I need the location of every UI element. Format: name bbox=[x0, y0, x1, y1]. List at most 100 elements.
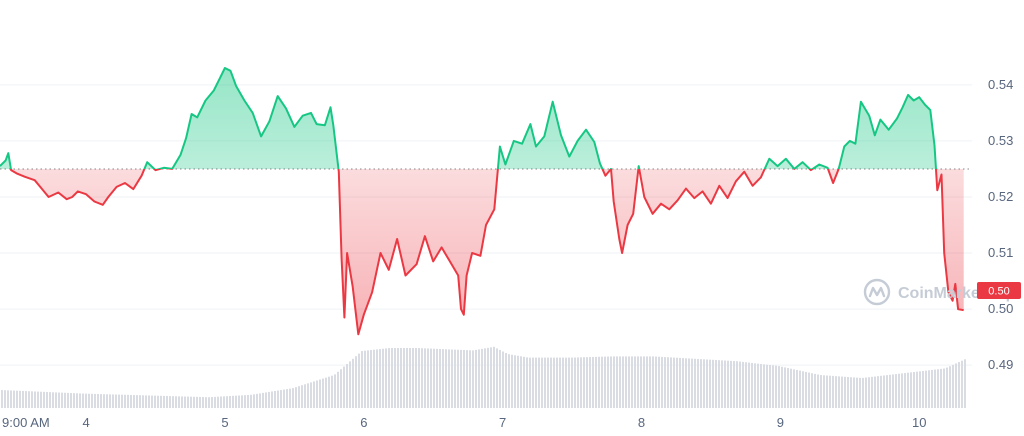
volume-bar bbox=[238, 395, 240, 408]
volume-bar bbox=[43, 391, 45, 408]
volume-bar bbox=[301, 385, 303, 408]
volume-bar bbox=[838, 376, 840, 408]
volume-bar bbox=[433, 348, 435, 408]
volume-bar bbox=[493, 346, 495, 408]
volume-bar bbox=[940, 368, 942, 408]
volume-bar bbox=[796, 369, 798, 408]
volume-bar bbox=[637, 356, 639, 408]
volume-bar bbox=[466, 350, 468, 408]
volume-bar bbox=[673, 357, 675, 408]
volume-bar bbox=[37, 391, 39, 408]
volume-bar bbox=[865, 377, 867, 408]
price-line-down bbox=[9, 168, 964, 336]
volume-bar bbox=[172, 396, 174, 408]
volume-bar bbox=[583, 357, 585, 408]
volume-bar bbox=[391, 348, 393, 408]
volume-bar bbox=[733, 361, 735, 408]
volume-bar bbox=[655, 356, 657, 408]
volume-bar bbox=[613, 356, 615, 408]
volume-bar bbox=[286, 389, 288, 408]
volume-bar bbox=[10, 390, 12, 408]
volume-bar bbox=[559, 357, 561, 408]
volume-bar bbox=[160, 395, 162, 408]
price-line bbox=[0, 67, 964, 336]
volume-bar bbox=[526, 357, 528, 408]
volume-bar bbox=[886, 375, 888, 408]
volume-bar bbox=[946, 367, 948, 408]
volume-bar bbox=[181, 396, 183, 408]
volume-bar bbox=[253, 394, 255, 408]
volume-bar bbox=[481, 348, 483, 408]
volume-bar bbox=[343, 366, 345, 408]
volume-bar bbox=[436, 348, 438, 408]
volume-bar bbox=[664, 357, 666, 408]
y-tick-label: 0.52 bbox=[988, 189, 1013, 204]
current-price-tag: 0.50 bbox=[977, 282, 1021, 299]
volume-bar bbox=[775, 365, 777, 408]
volume-bar bbox=[235, 395, 237, 408]
volume-bar bbox=[589, 357, 591, 408]
volume-bar bbox=[94, 393, 96, 408]
volume-bar bbox=[25, 391, 27, 408]
volume-bar bbox=[568, 357, 570, 408]
volume-bar bbox=[853, 377, 855, 408]
volume-bar bbox=[835, 376, 837, 408]
volume-bar bbox=[874, 376, 876, 408]
volume-bar bbox=[82, 393, 84, 408]
volume-bar bbox=[682, 358, 684, 408]
volume-bar bbox=[472, 350, 474, 408]
volume-bar bbox=[721, 360, 723, 408]
volume-bar bbox=[13, 390, 15, 408]
volume-bar bbox=[115, 394, 117, 408]
volume-bar bbox=[913, 371, 915, 408]
volume-bar bbox=[520, 356, 522, 408]
volume-bar bbox=[487, 347, 489, 408]
volume-bar bbox=[46, 391, 48, 408]
volume-bar bbox=[421, 348, 423, 408]
volume-bar bbox=[199, 396, 201, 408]
volume-bar bbox=[247, 394, 249, 408]
volume-bar bbox=[349, 361, 351, 408]
y-tick-label: 0.49 bbox=[988, 357, 1013, 372]
y-tick-label: 0.51 bbox=[988, 245, 1013, 260]
volume-bar bbox=[901, 373, 903, 408]
volume-bar bbox=[157, 395, 159, 408]
volume-bar bbox=[685, 358, 687, 408]
volume-bar bbox=[427, 348, 429, 408]
volume-bar bbox=[646, 356, 648, 408]
volume-bar bbox=[601, 356, 603, 408]
volume-bar bbox=[463, 350, 465, 408]
volume-bar bbox=[376, 349, 378, 408]
volume-bar bbox=[859, 377, 861, 408]
volume-bar bbox=[292, 388, 294, 408]
volume-bar bbox=[394, 348, 396, 408]
volume-bar bbox=[793, 369, 795, 408]
volume-bar bbox=[811, 373, 813, 408]
volume-bar bbox=[628, 356, 630, 408]
volume-bar bbox=[49, 392, 51, 408]
volume-bar bbox=[556, 357, 558, 408]
volume-bar bbox=[871, 376, 873, 408]
x-tick-label: 7 bbox=[499, 415, 506, 430]
area-fill-up bbox=[0, 68, 964, 169]
volume-bar bbox=[532, 357, 534, 408]
volume-bar bbox=[832, 375, 834, 408]
volume-bar bbox=[232, 395, 234, 408]
volume-bar bbox=[922, 370, 924, 408]
y-tick-label: 0.54 bbox=[988, 77, 1013, 92]
volume-bar bbox=[310, 382, 312, 408]
volume-bar bbox=[850, 377, 852, 408]
volume-bar bbox=[550, 357, 552, 408]
x-axis-ticks: 9:00 AM 4 5 6 7 8 9 10 bbox=[2, 415, 926, 430]
volume-bar bbox=[97, 393, 99, 408]
volume-bar bbox=[955, 363, 957, 408]
volume-bar bbox=[217, 396, 219, 408]
volume-bar bbox=[244, 395, 246, 408]
volume-bar bbox=[424, 348, 426, 408]
volume-bar bbox=[760, 363, 762, 408]
volume-bar bbox=[400, 348, 402, 408]
volume-bar bbox=[475, 349, 477, 408]
volume-bar bbox=[289, 388, 291, 408]
volume-bar bbox=[16, 390, 18, 408]
